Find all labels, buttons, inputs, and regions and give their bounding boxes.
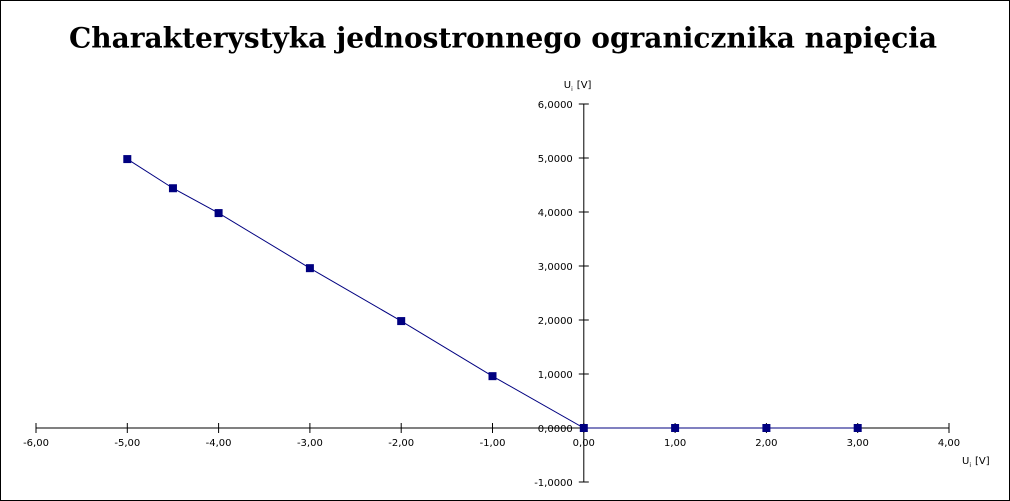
x-axis-label-base: U: [962, 456, 969, 467]
chart-title: Charakterystyka jednostronnego ograniczn…: [69, 22, 937, 55]
point-marker: [762, 424, 771, 432]
point-marker: [123, 155, 132, 164]
x-axis-label-unit: [V]: [975, 456, 990, 467]
x-tick-label: -6,00: [23, 438, 49, 449]
x-tick-label: -2,00: [388, 438, 414, 449]
y-tick-label: 5,0000: [538, 154, 573, 165]
point-marker: [671, 424, 680, 432]
x-tick-label: 3,00: [847, 438, 869, 449]
x-tick-label: 4,00: [938, 438, 960, 449]
point-marker: [397, 317, 406, 326]
point-marker: [579, 424, 588, 432]
point-marker: [853, 424, 862, 432]
x-axis-label-sub: i: [969, 462, 971, 469]
y-tick-label: 3,0000: [538, 262, 573, 273]
point-marker: [488, 372, 497, 381]
x-tick-label: -4,00: [206, 438, 232, 449]
y-axis-label-base: U: [564, 80, 571, 91]
x-tick-label: -5,00: [114, 438, 140, 449]
x-tick-label: -3,00: [297, 438, 323, 449]
point-marker: [214, 209, 223, 218]
y-axis-label-unit: [V]: [577, 80, 592, 91]
y-tick-label: 6,0000: [538, 100, 573, 111]
y-axis-label: Ui [V]: [564, 80, 592, 93]
y-tick-label: -1,0000: [534, 478, 573, 489]
x-tick-label: 1,00: [664, 438, 686, 449]
point-marker: [305, 264, 314, 273]
x-tick-label: 0,00: [573, 438, 595, 449]
y-tick-label: 2,0000: [538, 316, 573, 327]
y-tick-label: 0,0000: [538, 424, 573, 435]
x-tick-label: -1,00: [480, 438, 506, 449]
series-line: [127, 158, 858, 429]
point-marker: [168, 184, 177, 193]
y-tick-label: 1,0000: [538, 370, 573, 381]
x-axis-label: Ui [V]: [962, 456, 990, 469]
y-tick-label: 4,0000: [538, 208, 573, 219]
y-axis-label-sub: i: [571, 86, 573, 93]
x-tick-label: 2,00: [755, 438, 777, 449]
